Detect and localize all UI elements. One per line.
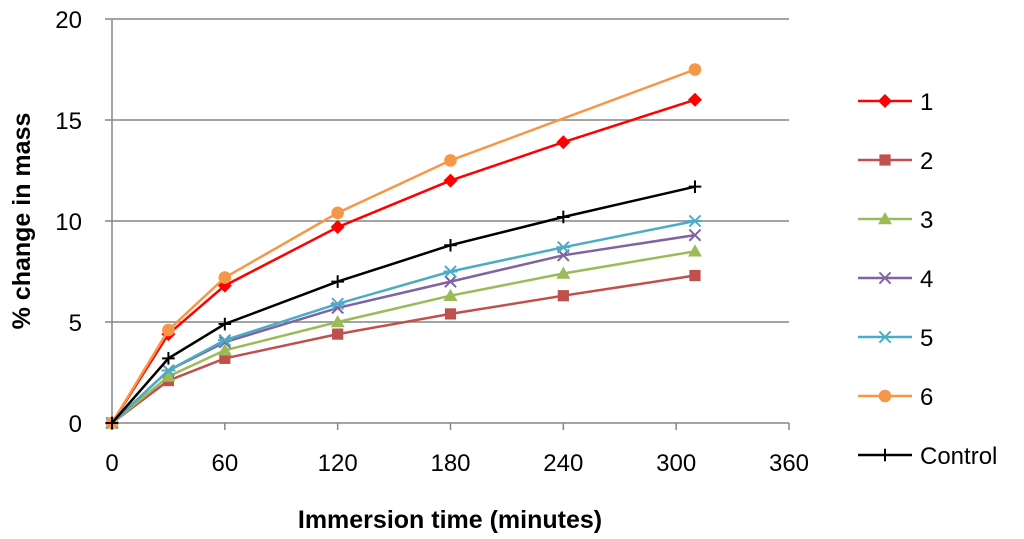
series-3 bbox=[105, 244, 702, 429]
point-3-3 bbox=[330, 315, 345, 328]
point-1-6 bbox=[687, 92, 702, 107]
point-1-5 bbox=[556, 135, 571, 150]
legend-item-2: 2 bbox=[858, 148, 933, 175]
point-5-4 bbox=[443, 265, 458, 278]
legend-marker-Control bbox=[878, 448, 892, 462]
point-Control-0 bbox=[105, 416, 119, 430]
legend-item-Control: Control bbox=[858, 443, 997, 470]
legend: 1 2 3 4 5 6 Control bbox=[858, 89, 997, 470]
legend-label-3: 3 bbox=[920, 207, 933, 234]
legend-marker-1 bbox=[878, 94, 892, 108]
point-6-1 bbox=[162, 323, 175, 337]
point-6-4 bbox=[444, 154, 457, 167]
point-Control-1 bbox=[162, 352, 175, 365]
y-tick-label-0: 0 bbox=[69, 411, 82, 438]
x-tick-label-0: 0 bbox=[105, 450, 118, 477]
axes bbox=[105, 18, 790, 430]
legend-label-Control: Control bbox=[920, 443, 997, 470]
legend-label-5: 5 bbox=[920, 325, 933, 352]
point-Control-6 bbox=[688, 180, 702, 193]
legend-item-4: 4 bbox=[858, 266, 933, 293]
point-2-2 bbox=[219, 352, 231, 364]
legend-item-6: 6 bbox=[858, 384, 933, 411]
y-axis-title: % change in mass bbox=[8, 113, 36, 330]
series-Control bbox=[105, 180, 702, 430]
x-tick-label-1: 60 bbox=[211, 450, 238, 477]
point-6-3 bbox=[331, 206, 344, 220]
point-4-6 bbox=[688, 228, 702, 242]
point-3-5 bbox=[556, 266, 571, 279]
legend-label-2: 2 bbox=[920, 148, 933, 175]
point-3-4 bbox=[443, 288, 458, 301]
legend-marker-6 bbox=[878, 389, 892, 403]
tick-labels: 0 5 10 15 20 0 60 120 180 240 300 360 bbox=[55, 7, 809, 477]
x-axis-title: Immersion time (minutes) bbox=[298, 506, 602, 534]
grid-lines bbox=[112, 18, 789, 323]
point-6-2 bbox=[218, 271, 232, 284]
point-1-3 bbox=[330, 220, 345, 235]
x-tick-label-5: 300 bbox=[656, 450, 696, 477]
legend-label-4: 4 bbox=[920, 266, 933, 293]
y-tick-label-1: 5 bbox=[69, 310, 82, 337]
point-4-4 bbox=[444, 275, 457, 288]
series-5 bbox=[105, 214, 702, 430]
series-line-6 bbox=[110, 68, 696, 424]
point-Control-5 bbox=[557, 210, 570, 224]
x-tick-label-6: 360 bbox=[769, 450, 809, 477]
point-3-2 bbox=[217, 343, 232, 356]
series-line-3 bbox=[111, 250, 696, 424]
point-Control-3 bbox=[331, 275, 344, 288]
series-line-4 bbox=[111, 233, 696, 424]
legend-marker-3 bbox=[878, 212, 892, 225]
y-tick-label-2: 10 bbox=[55, 209, 82, 236]
point-5-1 bbox=[161, 364, 176, 377]
legend-marker-2 bbox=[879, 154, 891, 166]
y-tick-label-4: 20 bbox=[55, 7, 82, 34]
point-2-5 bbox=[557, 290, 569, 302]
legend-marker-4 bbox=[878, 271, 892, 285]
point-2-3 bbox=[332, 328, 344, 340]
series-group bbox=[105, 63, 702, 430]
legend-label-1: 1 bbox=[920, 89, 933, 116]
legend-marker-5 bbox=[878, 330, 892, 344]
x-tick-label-4: 240 bbox=[543, 450, 583, 477]
series-line-Control bbox=[111, 185, 696, 424]
point-Control-2 bbox=[218, 317, 232, 331]
x-tick-label-2: 120 bbox=[318, 450, 358, 477]
series-6 bbox=[105, 63, 702, 430]
point-5-2 bbox=[217, 333, 232, 347]
x-tick-label-3: 180 bbox=[430, 450, 470, 477]
point-1-4 bbox=[443, 173, 458, 188]
point-6-6 bbox=[688, 63, 702, 76]
series-line-2 bbox=[111, 274, 696, 424]
legend-item-5: 5 bbox=[858, 325, 933, 352]
legend-item-3: 3 bbox=[858, 207, 933, 234]
point-Control-4 bbox=[444, 238, 457, 252]
point-3-6 bbox=[687, 244, 702, 257]
point-5-3 bbox=[330, 297, 345, 311]
legend-label-6: 6 bbox=[920, 384, 933, 411]
point-3-1 bbox=[161, 369, 176, 382]
point-5-5 bbox=[556, 240, 571, 254]
y-tick-label-3: 15 bbox=[55, 108, 82, 135]
point-2-6 bbox=[689, 269, 701, 282]
point-2-4 bbox=[444, 308, 457, 320]
legend-item-1: 1 bbox=[858, 89, 933, 116]
point-5-6 bbox=[687, 214, 702, 228]
